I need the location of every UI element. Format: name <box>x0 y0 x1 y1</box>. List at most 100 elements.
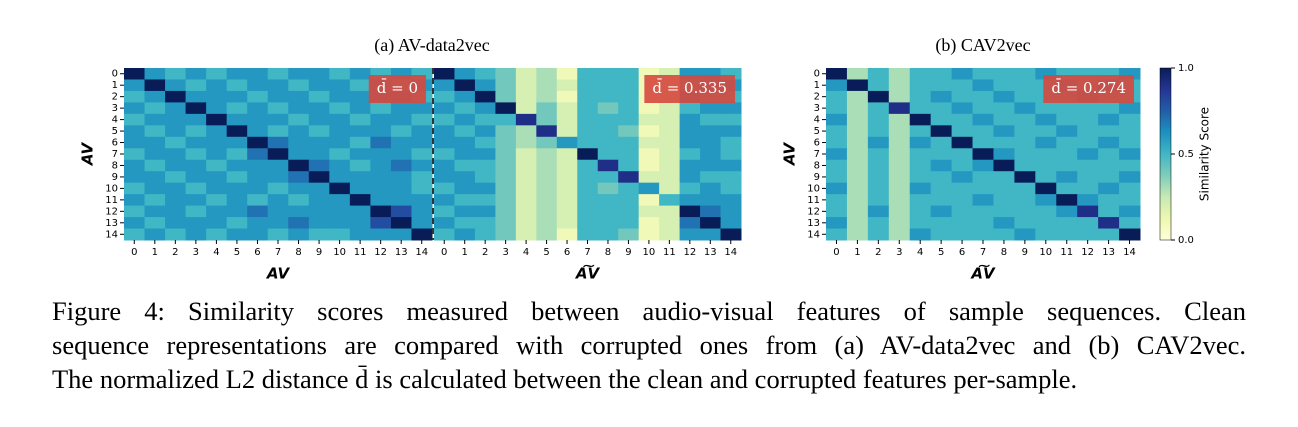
heatmap-cell <box>618 90 640 103</box>
y-tick-label: 1 <box>112 80 118 91</box>
heatmap-cell <box>329 136 351 149</box>
heatmap-cell <box>390 171 412 184</box>
heatmap-cell <box>1077 228 1099 241</box>
heatmap-cell <box>165 171 187 184</box>
heatmap-cell <box>165 102 187 115</box>
heatmap-cell <box>659 136 681 149</box>
heatmap-cell <box>390 136 412 149</box>
heatmap-cell <box>679 228 701 241</box>
heatmap-cell <box>267 217 289 230</box>
heatmap-cell <box>247 90 269 103</box>
heatmap-cell <box>329 194 351 207</box>
heatmap-cell <box>867 68 890 80</box>
heatmap-cell <box>993 68 1015 80</box>
heatmap-cell <box>411 182 433 195</box>
heatmap-cell <box>536 205 558 218</box>
heatmap-cell <box>185 68 207 80</box>
heatmap-cell <box>700 125 722 138</box>
heatmap-cell <box>349 136 371 149</box>
heatmap-cell <box>930 102 953 115</box>
heatmap-cell <box>993 228 1015 241</box>
heatmap-cell <box>577 217 599 230</box>
annotation-box <box>644 75 735 103</box>
x-tick-label: 9 <box>1022 247 1028 258</box>
heatmap-cell <box>909 194 932 207</box>
heatmap-cell <box>308 228 330 241</box>
y-tick-label: 13 <box>105 218 118 229</box>
heatmap-cell <box>247 194 269 207</box>
heatmap-cell <box>659 205 681 218</box>
heatmap-cell <box>165 159 187 172</box>
heatmap-cell <box>226 79 248 92</box>
heatmap-cell <box>144 79 166 92</box>
heatmap-cell <box>556 136 578 149</box>
heatmap-cell <box>411 217 433 230</box>
heatmap-cell <box>247 182 269 195</box>
heatmap-cell <box>618 102 640 115</box>
heatmap-cell <box>638 125 660 138</box>
heatmap-cell <box>267 90 289 103</box>
heatmap-cell <box>888 205 911 218</box>
heatmap-cell <box>826 90 848 103</box>
x-tick-label: 6 <box>254 247 260 258</box>
heatmap-cell <box>1014 68 1036 80</box>
y-axis-label: AV <box>79 142 97 167</box>
heatmap-cell <box>826 159 848 172</box>
heatmap-cell <box>495 125 517 138</box>
heatmap-cell <box>597 136 619 149</box>
heatmap-cell <box>308 90 330 103</box>
heatmap-cell <box>1035 113 1057 126</box>
heatmap-cell <box>165 79 187 92</box>
heatmap-cell <box>1014 217 1036 230</box>
heatmap-cell <box>720 113 742 126</box>
heatmap-cell <box>1056 171 1078 184</box>
heatmap-cell <box>185 136 207 149</box>
heatmap-cell <box>659 228 681 241</box>
heatmap-cell <box>700 194 722 207</box>
heatmap-cell <box>1035 68 1057 80</box>
y-tick-label: 13 <box>807 218 820 229</box>
heatmap-cell <box>993 113 1015 126</box>
heatmap-cell <box>972 68 994 80</box>
heatmap-cell <box>185 113 207 126</box>
x-tick-label: 12 <box>683 247 696 258</box>
heatmap-cell <box>1077 159 1099 172</box>
heatmap-cell <box>390 148 412 161</box>
heatmap-cell <box>1035 171 1057 184</box>
heatmap-cell <box>826 217 848 230</box>
heatmap-cell <box>474 79 496 92</box>
heatmap-cell <box>826 102 848 115</box>
heatmap-cell <box>826 148 848 161</box>
y-tick-label: 14 <box>807 229 820 240</box>
heatmap-cell <box>972 125 994 138</box>
y-tick-label: 8 <box>112 160 118 171</box>
heatmap-cell <box>597 102 619 115</box>
heatmap-cell <box>700 217 722 230</box>
heatmap-cell <box>474 136 496 149</box>
heatmap-cell <box>888 68 911 80</box>
heatmap-cell <box>329 171 351 184</box>
heatmap-cell <box>1119 68 1141 80</box>
heatmap-cell <box>826 125 848 138</box>
heatmap-cell <box>1035 228 1057 241</box>
heatmap-cell <box>972 217 994 230</box>
heatmap-cell <box>993 136 1015 149</box>
heatmap-cell <box>165 148 187 161</box>
heatmap-cell <box>659 159 681 172</box>
heatmap-cell <box>1056 228 1078 241</box>
heatmap-cell <box>124 228 146 241</box>
heatmap-cell <box>867 125 890 138</box>
heatmap-cell <box>124 125 146 138</box>
heatmap-cell <box>206 136 228 149</box>
heatmap-cell <box>267 228 289 241</box>
y-tick-label: 3 <box>112 103 118 114</box>
heatmap-cell <box>930 159 953 172</box>
heatmap-cell <box>536 68 558 80</box>
heatmap-cell <box>556 102 578 115</box>
heatmap-cell <box>867 228 890 241</box>
heatmap-cell <box>308 68 330 80</box>
heatmap-cell <box>144 113 166 126</box>
heatmap-cell <box>659 102 681 115</box>
heatmap-cell <box>267 68 289 80</box>
heatmap-cell <box>972 194 994 207</box>
